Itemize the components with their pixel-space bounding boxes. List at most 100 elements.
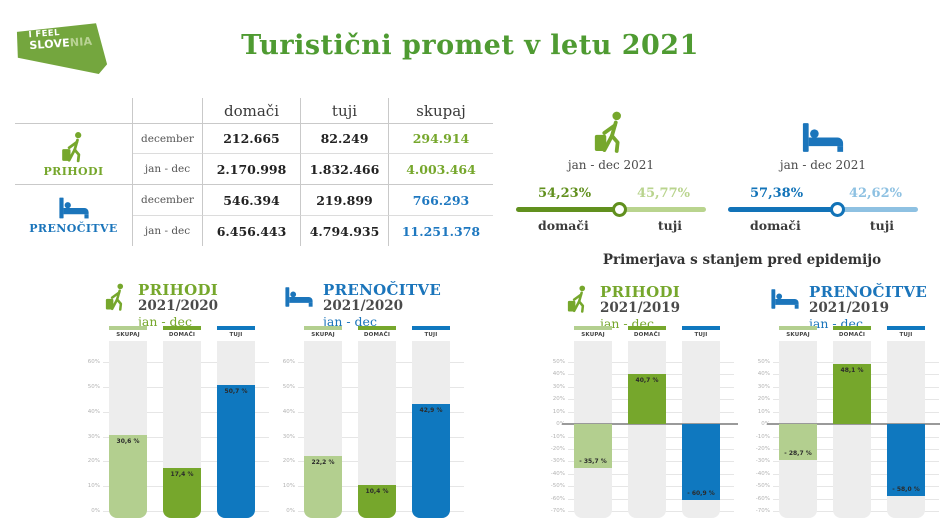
bed-icon: [58, 197, 89, 219]
traveler-icon: [61, 131, 81, 162]
axis-tick-label: 60%: [87, 359, 100, 365]
domestic-label: domači: [538, 218, 589, 233]
chart-header-text: PRIHODI 2021/2019 jan - dec: [600, 284, 680, 330]
column-color-strip: [833, 326, 871, 330]
overnights-share-block: jan - dec 2021 57,38% 42,62% domači tuji: [728, 104, 918, 234]
axis-tick-label: -10%: [755, 433, 770, 440]
bar-track: [628, 341, 666, 518]
share-period: jan - dec 2021: [779, 158, 867, 172]
column-header-chip: TUJI: [682, 330, 720, 341]
domestic-share-pct: 57,38%: [750, 186, 804, 201]
bar: [628, 373, 666, 425]
bar-chart-prihodi-2021-2019: 50% 40% 30% 20% 10% 0% -10% -20% -30% -40% -50% -60…: [548, 324, 738, 526]
period-cell: december: [133, 124, 203, 154]
column-color-strip: [574, 326, 612, 330]
axis-tick-label: 40%: [282, 408, 295, 415]
axis-tick-label: 40%: [87, 408, 100, 415]
i-feel-slovenia-logo: I FEEL SLOVENIA: [16, 20, 108, 74]
column-header-chip: DOMAČI: [833, 330, 871, 341]
period-cell: jan - dec: [133, 216, 203, 246]
bar-value-label: - 28,7 %: [784, 449, 812, 457]
bed-icon: [285, 287, 313, 307]
zero-axis-line: [562, 423, 738, 426]
bar-value-label: 40,7 %: [635, 376, 659, 384]
value-cell: 219.899: [301, 185, 389, 216]
domestic-share-pct: 54,23%: [538, 186, 592, 201]
value-cell: 4.794.935: [301, 216, 389, 246]
traveler-icon: [516, 104, 706, 154]
bar-value-label: 30,6 %: [116, 438, 140, 445]
column-header-chip: SKUPAJ: [304, 330, 342, 341]
axis-tick-label: -50%: [755, 483, 770, 490]
axis-tick-label: -30%: [755, 458, 770, 465]
axis-tick-label: 50%: [757, 359, 770, 365]
axis-tick-label: -60%: [755, 495, 770, 502]
bar-value-label: - 60,9 %: [687, 489, 715, 497]
bed-icon: [802, 123, 844, 152]
column-color-strip: [163, 326, 201, 330]
column-color-strip: [779, 326, 817, 330]
axis-tick-label: -40%: [550, 470, 565, 477]
chart-title: PRENOČITVE: [323, 281, 442, 299]
column-header-chip: SKUPAJ: [779, 330, 817, 341]
arrivals-share-block: jan - dec 2021 54,23% 45,77% domači tuji: [516, 104, 706, 234]
axis-tick-label: 10%: [87, 483, 100, 490]
tourism-table: domači tuji skupaj PRIHODI december 212.…: [15, 98, 493, 246]
chart-header-text: PRENOČITVE 2021/2020 jan - dec: [323, 282, 441, 328]
column-header-chip: DOMAČI: [358, 330, 396, 341]
bar: [358, 485, 396, 518]
column-color-strip: [358, 326, 396, 330]
bar: [304, 455, 342, 518]
section-prenocitve: PRENOČITVE: [15, 185, 133, 246]
traveler-icon: [594, 111, 621, 153]
column-header-chip: TUJI: [412, 330, 450, 341]
share-slider: [728, 202, 918, 217]
bar: [217, 385, 255, 518]
axis-tick-label: -40%: [755, 470, 770, 477]
bar: [887, 424, 925, 497]
slider-knob: [829, 202, 845, 217]
value-cell: 212.665: [203, 124, 301, 154]
foreign-label: tuji: [657, 218, 682, 233]
axis-tick-label: 50%: [282, 383, 295, 390]
value-cell-total: 4.003.464: [389, 154, 493, 185]
chart-title: PRIHODI: [600, 283, 681, 301]
axis-tick-label: 0%: [761, 421, 770, 428]
bar-value-label: - 58,0 %: [892, 486, 920, 494]
bed-icon: [728, 104, 918, 154]
bar-value-label: - 35,7 %: [579, 458, 607, 466]
bar-value-label: 10,4 %: [365, 488, 389, 496]
column-header-chip: DOMAČI: [628, 330, 666, 341]
chart-title: PRIHODI: [138, 281, 219, 299]
column-color-strip: [217, 326, 255, 330]
chart-period: jan - dec: [138, 313, 192, 329]
axis-tick-label: 20%: [552, 396, 565, 403]
value-cell-total: 11.251.378: [401, 223, 481, 239]
axis-tick-label: 30%: [87, 433, 100, 440]
chart-subtitle: 2021/2020: [323, 298, 404, 315]
value-cell: 546.394: [203, 185, 301, 216]
bar: [779, 424, 817, 460]
value-cell: 2.170.998: [203, 154, 301, 185]
slider-right-segment: [619, 207, 706, 212]
bar-value-label: 42,9 %: [419, 407, 443, 415]
share-name-row: domači tuji: [728, 218, 918, 234]
axis-tick-label: -50%: [550, 483, 565, 490]
share-name-row: domači tuji: [516, 218, 706, 234]
column-color-strip: [304, 326, 342, 330]
chart-header-text: PRIHODI 2021/2020 jan - dec: [138, 282, 218, 328]
column-header-chip: SKUPAJ: [574, 330, 612, 341]
column-color-strip: [109, 326, 147, 330]
axis-tick-label: -60%: [550, 495, 565, 502]
axis-tick-label: 0%: [286, 508, 295, 514]
chart-subtitle: 2021/2019: [809, 300, 890, 317]
column-header-chip: SKUPAJ: [109, 330, 147, 341]
bar-chart-prihodi-2021-2020: 60% 50% 40% 30% 20% 10% 0% SKUPAJ 30,6 % DOMAČI 17…: [83, 324, 269, 526]
axis-tick-label: 10%: [757, 408, 770, 415]
chart-header-prihodi-2020: PRIHODI 2021/2020 jan - dec: [104, 282, 218, 328]
section-label-prenocitve: PRENOČITVE: [29, 222, 118, 235]
column-color-strip: [682, 326, 720, 330]
section-label-prihodi: PRIHODI: [43, 164, 104, 178]
bar-value-label: 22,2 %: [311, 458, 335, 466]
